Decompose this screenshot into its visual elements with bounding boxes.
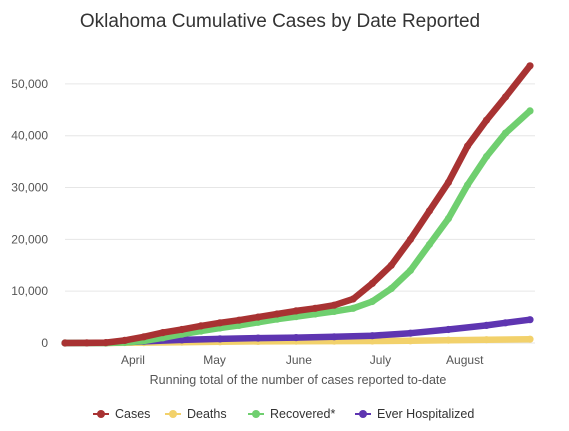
y-tick-label: 50,000 — [11, 77, 48, 91]
data-point-cases — [159, 329, 167, 337]
data-point-ever-hospitalized — [482, 321, 491, 329]
data-point-ever-hospitalized — [526, 316, 534, 324]
data-point-ever-hospitalized — [292, 334, 300, 342]
legend-swatch-dot — [169, 410, 177, 418]
y-tick-label: 20,000 — [11, 232, 48, 246]
data-point-cases — [83, 339, 91, 347]
data-point-cases — [387, 261, 395, 269]
x-tick-label-july: July — [370, 353, 391, 367]
data-point-cases — [349, 295, 357, 303]
data-point-recovered — [444, 215, 452, 223]
y-tick-label: 10,000 — [11, 284, 48, 298]
legend-label: Ever Hospitalized — [377, 407, 474, 421]
data-point-cases — [178, 325, 186, 334]
y-tick-label: 40,000 — [11, 129, 48, 143]
data-point-cases — [311, 304, 319, 312]
data-point-ever-hospitalized — [178, 336, 186, 344]
legend-swatch-dot — [252, 410, 260, 418]
legend-label: Recovered* — [270, 407, 335, 421]
data-point-recovered — [330, 307, 338, 315]
data-point-deaths — [482, 336, 491, 344]
data-point-recovered — [368, 297, 376, 306]
data-point-deaths — [444, 336, 452, 344]
data-point-ever-hospitalized — [444, 325, 452, 334]
legend-label: Cases — [115, 407, 150, 421]
x-tick-label-august: August — [446, 353, 484, 367]
data-point-ever-hospitalized — [330, 333, 338, 341]
data-point-cases — [444, 178, 452, 186]
data-point-cases — [102, 339, 110, 347]
legend-item-cases[interactable]: Cases — [93, 407, 150, 421]
data-point-ever-hospitalized — [501, 319, 510, 327]
legend-item-ever-hospitalized[interactable]: Ever Hospitalized — [355, 407, 474, 421]
data-point-recovered — [406, 266, 414, 275]
data-point-cases — [425, 207, 433, 215]
data-point-ever-hospitalized — [254, 334, 262, 342]
data-point-cases — [254, 313, 262, 321]
data-point-recovered — [349, 304, 357, 312]
data-point-cases — [121, 336, 129, 344]
legend-item-recovered[interactable]: Recovered* — [248, 407, 335, 421]
data-point-ever-hospitalized — [216, 335, 224, 343]
data-point-cases — [501, 93, 510, 101]
data-point-deaths — [406, 337, 414, 345]
x-axis-label: Running total of the number of cases rep… — [150, 373, 447, 387]
data-point-ever-hospitalized — [368, 332, 376, 340]
legend-swatch-dot — [359, 410, 367, 418]
data-point-cases — [330, 301, 338, 309]
x-tick-label-june: June — [286, 353, 312, 367]
data-point-ever-hospitalized — [406, 329, 414, 337]
data-point-recovered — [526, 107, 534, 115]
data-point-cases — [482, 116, 491, 124]
data-point-cases — [197, 322, 205, 330]
chart-title: Oklahoma Cumulative Cases by Date Report… — [80, 11, 480, 32]
legend: Cases Deaths Recovered* Ever Hospitalized — [93, 407, 474, 421]
x-tick-label-april: April — [121, 353, 145, 367]
data-point-recovered — [311, 310, 319, 318]
data-point-deaths — [368, 337, 376, 345]
data-point-cases — [463, 142, 472, 150]
data-point-recovered — [292, 313, 300, 321]
data-point-cases — [526, 62, 534, 70]
data-point-cases — [140, 333, 148, 341]
data-point-cases — [61, 339, 69, 347]
data-point-recovered — [425, 240, 433, 249]
data-point-deaths — [526, 335, 534, 343]
data-point-recovered — [501, 129, 510, 137]
x-tick-label-may: May — [203, 353, 226, 367]
data-point-recovered — [387, 285, 395, 293]
legend-swatch-dot — [97, 410, 105, 418]
data-point-cases — [406, 235, 414, 243]
y-axis-ticks: 0 10,000 20,000 30,000 40,000 50,000 — [11, 77, 48, 350]
data-point-cases — [368, 279, 376, 287]
y-tick-label: 30,000 — [11, 181, 48, 195]
data-point-cases — [216, 319, 224, 327]
data-point-cases — [273, 310, 281, 318]
data-point-cases — [292, 307, 300, 315]
data-point-recovered — [482, 152, 491, 161]
y-tick-label: 0 — [41, 336, 48, 350]
data-point-cases — [235, 316, 243, 324]
data-point-recovered — [463, 181, 472, 189]
x-axis-ticks: April May June July August — [121, 353, 484, 367]
series-lines — [61, 62, 534, 347]
legend-item-deaths[interactable]: Deaths — [165, 407, 227, 421]
legend-label: Deaths — [187, 407, 227, 421]
